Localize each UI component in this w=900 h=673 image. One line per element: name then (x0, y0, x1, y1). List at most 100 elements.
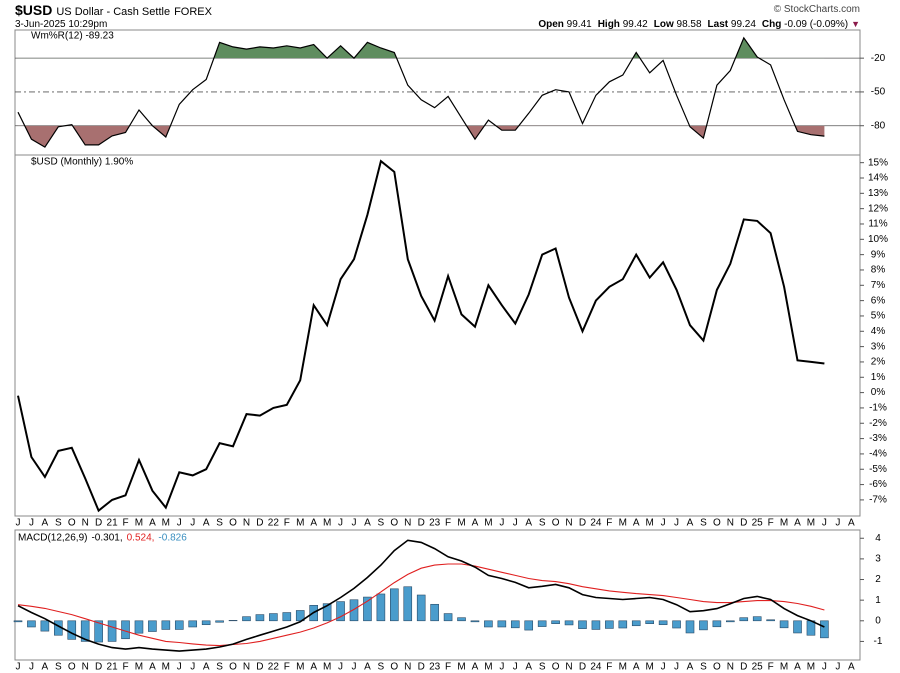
x-tick-label: N (565, 518, 572, 529)
histogram-bar (739, 617, 749, 622)
x-tick-label: F (445, 518, 451, 529)
x-tick-label: D (740, 662, 747, 673)
x-tick-label: S (55, 662, 62, 673)
x-tick-label: J (835, 518, 840, 529)
x-tick-label: 24 (590, 662, 602, 673)
overbought-fill (213, 37, 760, 59)
x-tick-label: J (513, 518, 518, 529)
x-tick-label: S (378, 518, 385, 529)
histogram-bar (497, 620, 507, 628)
x-tick-label: S (539, 518, 546, 529)
x-tick-label: D (256, 662, 263, 673)
x-tick-label: M (646, 518, 654, 529)
macd-line (17, 563, 825, 647)
x-tick-label: M (619, 662, 627, 673)
histogram-bar (13, 620, 23, 623)
x-tick-label: J (177, 518, 182, 529)
x-tick-label: J (499, 662, 504, 673)
x-tick-label: A (472, 662, 479, 673)
x-tick-label: D (256, 518, 263, 529)
x-tick-label: F (284, 518, 290, 529)
x-tick-label: O (229, 662, 237, 673)
x-tick-label: A (364, 662, 371, 673)
x-tick-label: O (68, 662, 76, 673)
x-tick-label: N (82, 662, 89, 673)
histogram-bar (618, 620, 628, 629)
x-tick-label: F (122, 662, 128, 673)
histogram-bar (376, 593, 386, 622)
x-tick-label: S (539, 662, 546, 673)
x-tick-label: F (284, 662, 290, 673)
histogram-bar (672, 620, 681, 629)
histogram-bar (712, 620, 722, 628)
y-tick-label: 1 (875, 595, 881, 606)
y-tick-label: -3% (869, 433, 887, 444)
y-tick-label: -1% (869, 403, 887, 414)
x-tick-label: O (713, 518, 721, 529)
x-tick-label: A (848, 662, 855, 673)
y-tick-label: 3% (871, 341, 886, 352)
x-tick-label: N (243, 518, 250, 529)
legend: -0.301, (91, 533, 122, 544)
x-tick-label: N (243, 662, 250, 673)
x-tick-label: O (229, 518, 237, 529)
x-tick-label: S (378, 662, 385, 673)
panel-frame (14, 529, 861, 661)
x-tick-label: 25 (752, 662, 764, 673)
x-tick-label: F (768, 518, 774, 529)
x-tick-label: A (310, 518, 317, 529)
x-tick-label: A (203, 662, 210, 673)
y-tick-label: 2% (871, 357, 886, 368)
x-tick-label: 24 (590, 518, 602, 529)
menu-icon[interactable]: ▼ (851, 19, 860, 29)
x-tick-label: N (565, 662, 572, 673)
x-tick-label: A (687, 662, 694, 673)
histogram-bar (699, 620, 708, 631)
x-tick-label: 22 (268, 662, 280, 673)
x-tick-label: M (323, 518, 331, 529)
histogram-bar (658, 620, 668, 626)
y-tick-label: 9% (871, 249, 886, 260)
y-tick-label: 13% (868, 188, 888, 199)
y-tick-label: -7% (869, 495, 887, 506)
x-tick-label: J (338, 518, 343, 529)
x-tick-label: 21 (107, 518, 119, 529)
histogram-bar (201, 620, 211, 626)
header: $USD US Dollar - Cash Settle FOREX 3-Jun… (15, 2, 860, 30)
histogram-bar (188, 620, 198, 628)
histogram-bar (295, 610, 305, 622)
y-tick-label: -2% (869, 418, 887, 429)
x-tick-label: J (835, 662, 840, 673)
x-tick-label: O (68, 518, 76, 529)
x-tick-label: J (16, 662, 21, 673)
histogram-bar (390, 588, 399, 622)
x-tick-label: A (149, 518, 156, 529)
histogram-bar (443, 613, 453, 622)
histogram-bar (510, 620, 520, 629)
y-tick-label: 10% (868, 234, 888, 245)
histogram-bar (349, 599, 359, 622)
histogram-bar (80, 620, 90, 642)
histogram-bar (67, 620, 77, 640)
legend: MACD(12,26,9) (18, 533, 87, 544)
macd-line (17, 539, 825, 652)
quote-label: Chg (761, 19, 782, 30)
histogram-bar (94, 620, 103, 643)
x-tick-label: D (740, 518, 747, 529)
x-tick-label: A (633, 518, 640, 529)
y-tick-label: 3 (875, 554, 881, 565)
histogram-bar (793, 620, 802, 634)
legend: $USD (Monthly) 1.90% (31, 157, 133, 168)
quote-label: Open (538, 19, 564, 30)
y-tick-label: 6% (871, 295, 886, 306)
x-tick-label: N (404, 518, 411, 529)
x-tick-label: S (55, 518, 62, 529)
x-tick-label: O (390, 518, 398, 529)
legend: -0.826 (158, 533, 187, 544)
x-tick-label: O (390, 662, 398, 673)
x-tick-label: M (162, 662, 170, 673)
x-tick-label: J (338, 662, 343, 673)
panel-frame (14, 154, 861, 517)
histogram-bar (215, 620, 224, 623)
x-tick-label: M (807, 662, 815, 673)
